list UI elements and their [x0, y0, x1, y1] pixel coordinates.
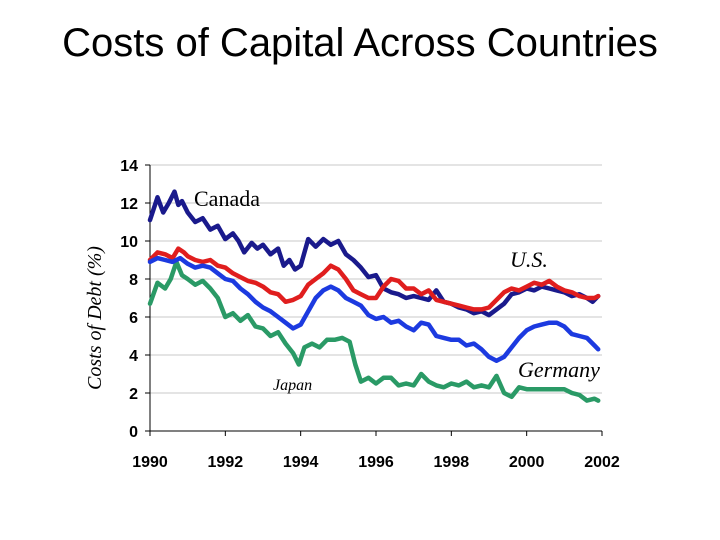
annotation-us: U.S. [510, 247, 548, 272]
series-line-germany [147, 255, 601, 363]
x-tick-label-1996: 1996 [358, 454, 394, 471]
y-tick-label-12: 12 [120, 196, 138, 213]
x-tick-label-1990: 1990 [132, 454, 168, 471]
annotation-canada: Canada [194, 186, 260, 211]
chart-title: Costs of Capital Across Countries [62, 21, 658, 65]
y-tick-label-6: 6 [129, 310, 138, 327]
y-tick-label-0: 0 [129, 424, 138, 441]
x-tick-label-1992: 1992 [208, 454, 244, 471]
annotation-japan: Japan [273, 377, 312, 394]
series-line-japan [147, 259, 601, 403]
y-tick-label-4: 4 [129, 348, 138, 365]
y-tick-labels: 0 2 4 6 8 10 12 14 [120, 158, 138, 441]
y-axis-label: Costs of Debt (%) [84, 246, 106, 390]
y-tick-label-14: 14 [120, 158, 138, 175]
y-tick-label-8: 8 [129, 272, 138, 289]
series-lines [147, 189, 601, 403]
annotation-germany: Germany [518, 357, 600, 382]
x-tick-label-2002: 2002 [584, 454, 620, 471]
y-tick-label-2: 2 [129, 386, 138, 403]
x-tick-label-1994: 1994 [283, 454, 319, 471]
y-tick-label-10: 10 [120, 234, 138, 251]
series-line-us [147, 246, 601, 312]
x-tick-label-2000: 2000 [509, 454, 545, 471]
x-tick-labels: 1990 1992 1994 1996 1998 2000 2002 [132, 454, 620, 471]
x-tick-label-1998: 1998 [434, 454, 470, 471]
